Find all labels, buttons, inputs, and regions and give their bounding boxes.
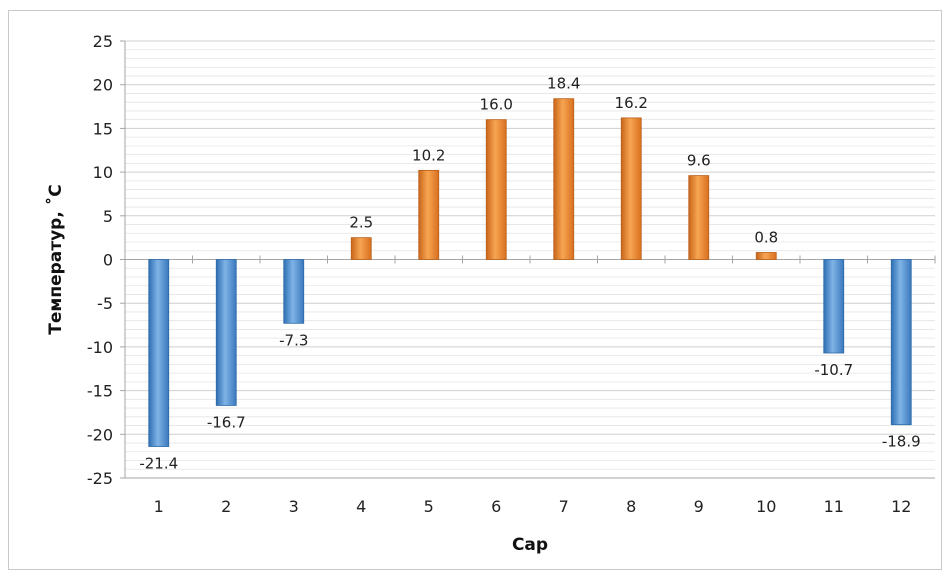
data-label: 16.2 [615, 94, 648, 112]
y-tick-label: -15 [87, 382, 113, 401]
bar-chart: -21.4 -16.7 -7.3 2.5 10.2 16.0 18.4 16.2 9.6 0.8 -… [44, 32, 936, 555]
y-tick-label: 20 [93, 76, 113, 95]
x-tick-label: 5 [424, 497, 434, 516]
bar-month-5 [418, 169, 440, 260]
x-tick-label: 6 [491, 497, 501, 516]
data-label: 2.5 [349, 214, 373, 232]
y-tick-label: 5 [103, 207, 113, 226]
x-tick-label: 9 [694, 497, 704, 516]
x-tick-label: 11 [824, 497, 844, 516]
x-tick-label: 3 [289, 497, 299, 516]
data-label: 10.2 [412, 146, 445, 164]
x-tick-label: 10 [756, 497, 776, 516]
y-tick-label: -10 [87, 338, 113, 357]
bar-month-1 [148, 259, 170, 447]
bar-month-10 [755, 252, 777, 260]
y-tick-label: 0 [103, 251, 113, 270]
y-tick-label: 10 [93, 163, 113, 182]
x-tick-label: 2 [221, 497, 231, 516]
bar-month-9 [688, 175, 710, 260]
bar-month-4 [350, 237, 372, 260]
y-tick-label: 25 [93, 32, 113, 51]
y-tick-label: -20 [87, 425, 113, 444]
bar-month-6 [485, 119, 507, 260]
data-label: -21.4 [139, 455, 178, 473]
data-label: 0.8 [754, 229, 778, 247]
x-tick-label: 4 [356, 497, 366, 516]
bar-month-3 [283, 259, 305, 324]
data-label: -16.7 [207, 413, 246, 431]
y-axis-title: Температур, ˚С [44, 184, 66, 334]
bars [148, 98, 912, 447]
data-label: -7.3 [279, 331, 308, 349]
data-label: 16.0 [480, 96, 513, 114]
data-labels: -21.4 -16.7 -7.3 2.5 10.2 16.0 18.4 16.2 9.6 0.8 -… [139, 75, 920, 473]
y-tick-label: -5 [97, 294, 113, 313]
x-tick-label: 7 [559, 497, 569, 516]
axes [120, 40, 936, 479]
data-label: -10.7 [814, 361, 853, 379]
gridlines [125, 40, 935, 479]
x-axis-title: Сар [512, 535, 548, 555]
x-tick-label: 8 [626, 497, 636, 516]
x-tick-label: 12 [891, 497, 911, 516]
data-label: 9.6 [687, 152, 711, 170]
chart-frame: -21.4 -16.7 -7.3 2.5 10.2 16.0 18.4 16.2 9.6 0.8 -… [8, 10, 942, 570]
y-tick-label: 15 [93, 119, 113, 138]
bar-month-11 [823, 259, 845, 354]
data-label: 18.4 [547, 75, 580, 93]
bar-month-8 [620, 117, 642, 260]
data-label: -18.9 [882, 433, 921, 451]
bar-month-12 [890, 259, 912, 426]
y-tick-label: -25 [87, 469, 113, 488]
bar-month-2 [215, 259, 237, 406]
bar-month-7 [553, 98, 575, 260]
x-tick-label: 1 [154, 497, 164, 516]
